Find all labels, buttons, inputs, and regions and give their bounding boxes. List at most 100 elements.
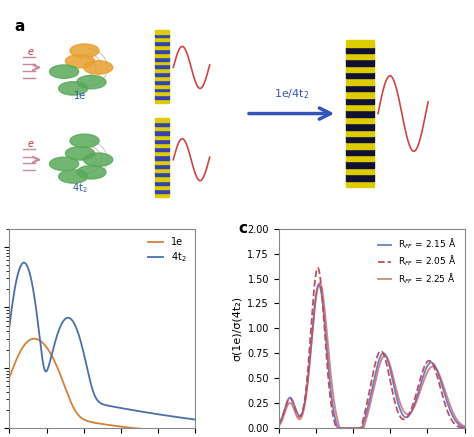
Bar bbox=[346, 168, 374, 174]
Bar bbox=[155, 99, 169, 103]
Bar bbox=[155, 143, 169, 147]
Bar bbox=[346, 85, 374, 91]
Circle shape bbox=[65, 147, 95, 160]
R$_{FF}$ = 2.05 Å bbox=[334, 426, 339, 431]
Bar bbox=[155, 180, 169, 185]
4t$_2$ bbox=[21, 260, 27, 265]
4t$_2$ bbox=[187, 416, 193, 421]
Line: 4t$_2$: 4t$_2$ bbox=[9, 263, 195, 420]
Bar bbox=[346, 79, 374, 85]
Bar bbox=[346, 72, 374, 79]
Circle shape bbox=[83, 153, 113, 166]
Bar bbox=[346, 129, 374, 136]
Bar bbox=[346, 91, 374, 97]
Bar bbox=[346, 142, 374, 149]
R$_{FF}$ = 2.05 Å bbox=[362, 412, 367, 417]
Circle shape bbox=[65, 55, 95, 68]
R$_{FF}$ = 2.25 Å bbox=[366, 405, 372, 410]
R$_{FF}$ = 2.25 Å bbox=[456, 420, 462, 425]
R$_{FF}$ = 2.05 Å bbox=[276, 422, 282, 427]
1e bbox=[92, 420, 98, 426]
Text: 1e/4t$_2$: 1e/4t$_2$ bbox=[274, 87, 309, 101]
R$_{FF}$ = 2.15 Å bbox=[462, 425, 467, 430]
R$_{FF}$ = 2.05 Å bbox=[462, 426, 467, 431]
Bar bbox=[346, 136, 374, 142]
Bar bbox=[155, 61, 169, 65]
Legend: R$_{FF}$ = 2.15 Å, R$_{FF}$ = 2.05 Å, R$_{FF}$ = 2.25 Å: R$_{FF}$ = 2.15 Å, R$_{FF}$ = 2.05 Å, R$… bbox=[374, 233, 460, 289]
Text: a: a bbox=[14, 19, 24, 34]
R$_{FF}$ = 2.15 Å bbox=[456, 422, 462, 427]
Circle shape bbox=[49, 65, 79, 78]
R$_{FF}$ = 2.05 Å bbox=[366, 389, 372, 395]
1e bbox=[97, 421, 103, 426]
Bar bbox=[155, 84, 169, 88]
Bar bbox=[346, 161, 374, 168]
R$_{FF}$ = 2.25 Å bbox=[317, 281, 322, 286]
Bar bbox=[155, 164, 169, 168]
Bar bbox=[346, 174, 374, 180]
Bar bbox=[155, 151, 169, 156]
Bar bbox=[155, 72, 169, 76]
Bar bbox=[155, 91, 169, 95]
Bar bbox=[155, 189, 169, 193]
R$_{FF}$ = 2.25 Å bbox=[456, 420, 462, 425]
Text: e: e bbox=[27, 139, 34, 149]
1e bbox=[153, 428, 159, 433]
Bar bbox=[346, 149, 374, 155]
Bar bbox=[155, 172, 169, 177]
Circle shape bbox=[49, 157, 79, 170]
1e bbox=[7, 374, 12, 379]
Bar bbox=[155, 193, 169, 198]
4t$_2$ bbox=[192, 417, 198, 422]
Bar bbox=[346, 155, 374, 161]
Line: R$_{FF}$ = 2.25 Å: R$_{FF}$ = 2.25 Å bbox=[279, 283, 465, 428]
1e bbox=[16, 351, 22, 357]
Bar bbox=[155, 41, 169, 45]
Circle shape bbox=[83, 61, 113, 74]
Circle shape bbox=[70, 44, 99, 57]
Circle shape bbox=[77, 166, 106, 179]
Bar bbox=[155, 88, 169, 91]
Circle shape bbox=[59, 82, 88, 95]
Bar bbox=[155, 185, 169, 189]
1e bbox=[31, 336, 37, 341]
Bar bbox=[155, 118, 169, 122]
Text: e: e bbox=[27, 47, 34, 57]
Bar bbox=[346, 180, 374, 187]
Bar bbox=[155, 53, 169, 57]
R$_{FF}$ = 2.25 Å bbox=[276, 423, 282, 428]
R$_{FF}$ = 2.05 Å bbox=[456, 424, 462, 430]
R$_{FF}$ = 2.05 Å bbox=[285, 397, 291, 402]
Bar bbox=[346, 59, 374, 66]
Bar bbox=[155, 49, 169, 53]
4t$_2$ bbox=[7, 323, 12, 328]
R$_{FF}$ = 2.25 Å bbox=[337, 426, 343, 431]
4t$_2$ bbox=[187, 416, 192, 421]
Legend: 1e, 4t$_2$: 1e, 4t$_2$ bbox=[145, 233, 191, 268]
Bar bbox=[155, 122, 169, 126]
Bar bbox=[346, 111, 374, 117]
Bar bbox=[155, 177, 169, 180]
1e bbox=[192, 430, 198, 436]
Bar bbox=[155, 38, 169, 41]
Bar bbox=[155, 65, 169, 68]
R$_{FF}$ = 2.05 Å bbox=[315, 265, 320, 271]
Text: c: c bbox=[238, 221, 247, 236]
4t$_2$ bbox=[92, 393, 98, 399]
Bar bbox=[155, 30, 169, 34]
4t$_2$ bbox=[153, 411, 159, 416]
R$_{FF}$ = 2.15 Å bbox=[362, 417, 367, 423]
Line: R$_{FF}$ = 2.15 Å: R$_{FF}$ = 2.15 Å bbox=[279, 285, 465, 428]
Bar bbox=[155, 160, 169, 164]
Bar bbox=[155, 139, 169, 143]
R$_{FF}$ = 2.15 Å bbox=[366, 399, 372, 404]
R$_{FF}$ = 2.25 Å bbox=[362, 423, 367, 428]
Bar bbox=[155, 126, 169, 130]
R$_{FF}$ = 2.15 Å bbox=[422, 368, 428, 373]
Bar bbox=[155, 34, 169, 38]
Bar bbox=[346, 97, 374, 104]
Bar bbox=[155, 147, 169, 151]
Bar bbox=[155, 135, 169, 139]
Bar bbox=[155, 80, 169, 84]
R$_{FF}$ = 2.05 Å bbox=[422, 362, 428, 368]
